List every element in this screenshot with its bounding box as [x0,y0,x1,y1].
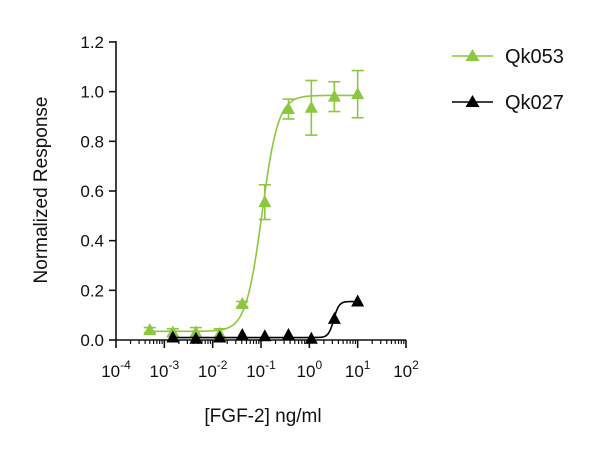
y-tick-label: 0.4 [80,232,104,251]
legend-label-qk027: Qk027 [505,92,564,114]
x-axis-title: [FGF-2] ng/ml [204,406,321,427]
fit-curve-qk053 [149,94,358,333]
legend: Qk053 Qk027 [452,46,564,114]
data-point-qk053 [235,296,249,309]
y-axis-title: Normalized Response [31,97,52,284]
y-tick-label: 1.2 [80,33,104,52]
data-point-qk027 [166,330,180,343]
legend-item-qk027: Qk027 [452,92,564,114]
data-point-qk027 [189,331,203,344]
data-point-qk053 [327,89,341,102]
data-point-qk027 [235,328,249,341]
y-tick-label: 0.6 [80,182,104,201]
chart-axes: 0.0 0.2 0.4 0.6 0.8 1.0 1.2 10-4 10-3 10-2 10-1 100… [80,33,419,381]
plot-area [143,69,365,344]
legend-marker-qk027 [465,95,480,107]
y-tick-label: 0.8 [80,132,104,151]
data-point-qk027 [258,329,272,342]
data-point-qk027 [327,311,341,324]
x-tick-label: 101 [345,358,371,381]
data-point-qk027 [351,294,365,307]
data-point-qk053 [258,195,272,208]
x-tick-label: 10-1 [246,358,276,381]
legend-marker-qk053 [465,49,480,61]
x-tick-label: 10-3 [150,358,180,381]
x-tick-label: 10-4 [101,358,131,381]
y-tick-label: 1.0 [80,83,104,102]
y-tick-label: 0.2 [80,281,104,300]
data-point-qk053 [351,87,365,100]
legend-item-qk053: Qk053 [452,46,564,68]
data-point-qk053 [281,102,295,115]
data-point-qk027 [213,330,227,343]
data-point-qk027 [281,328,295,341]
data-point-qk027 [304,331,318,344]
y-tick-label: 0.0 [80,331,104,350]
data-point-qk053 [143,323,157,336]
x-tick-label: 10-2 [198,358,228,381]
x-tick-label: 100 [297,358,323,381]
x-tick-label: 102 [393,358,419,381]
data-point-qk053 [304,100,318,113]
legend-label-qk053: Qk053 [505,46,564,68]
data-point-qk053 [189,325,203,338]
